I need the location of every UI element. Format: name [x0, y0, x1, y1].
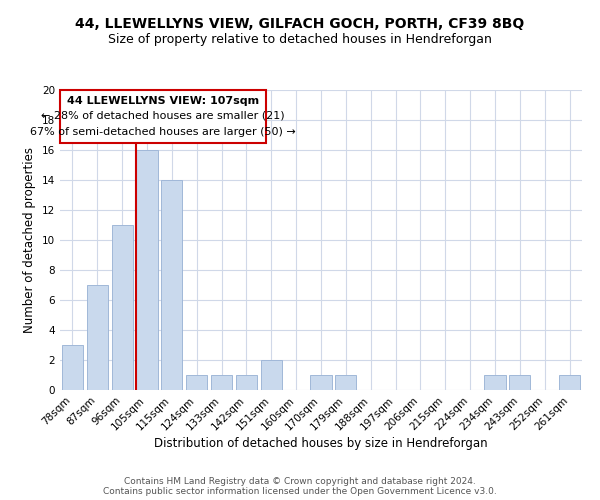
- Bar: [87, 285, 108, 390]
- Y-axis label: Number of detached properties: Number of detached properties: [23, 147, 37, 333]
- Bar: [161, 180, 182, 390]
- Text: 67% of semi-detached houses are larger (50) →: 67% of semi-detached houses are larger (…: [30, 127, 296, 137]
- X-axis label: Distribution of detached houses by size in Hendreforgan: Distribution of detached houses by size …: [154, 438, 488, 450]
- FancyBboxPatch shape: [60, 90, 266, 142]
- Bar: [310, 375, 332, 390]
- Text: 44, LLEWELLYNS VIEW, GILFACH GOCH, PORTH, CF39 8BQ: 44, LLEWELLYNS VIEW, GILFACH GOCH, PORTH…: [76, 18, 524, 32]
- Text: Contains public sector information licensed under the Open Government Licence v3: Contains public sector information licen…: [103, 486, 497, 496]
- Text: ← 28% of detached houses are smaller (21): ← 28% of detached houses are smaller (21…: [41, 110, 285, 120]
- Bar: [509, 375, 530, 390]
- Bar: [62, 345, 83, 390]
- Bar: [261, 360, 282, 390]
- Bar: [112, 225, 133, 390]
- Bar: [236, 375, 257, 390]
- Text: Contains HM Land Registry data © Crown copyright and database right 2024.: Contains HM Land Registry data © Crown c…: [124, 476, 476, 486]
- Bar: [484, 375, 506, 390]
- Text: 44 LLEWELLYNS VIEW: 107sqm: 44 LLEWELLYNS VIEW: 107sqm: [67, 96, 259, 106]
- Text: Size of property relative to detached houses in Hendreforgan: Size of property relative to detached ho…: [108, 32, 492, 46]
- Bar: [136, 150, 158, 390]
- Bar: [211, 375, 232, 390]
- Bar: [186, 375, 207, 390]
- Bar: [335, 375, 356, 390]
- Bar: [559, 375, 580, 390]
